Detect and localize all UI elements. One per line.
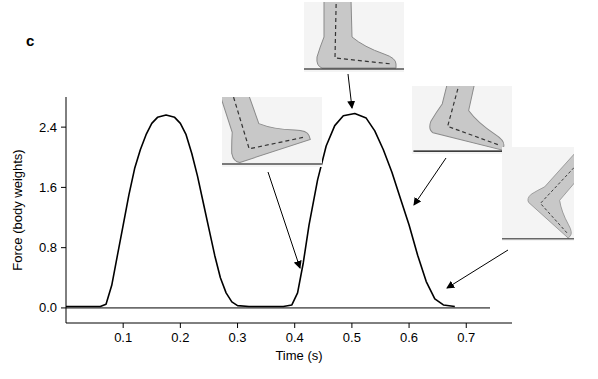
- foot-illustration: [304, 2, 404, 72]
- x-tick: [237, 323, 238, 328]
- panel-label: c: [26, 32, 34, 49]
- x-tick: [123, 323, 124, 328]
- y-tick-label: 2.4: [39, 120, 57, 135]
- foot-illustration: [502, 147, 574, 241]
- x-tick-label: 0.7: [457, 330, 475, 345]
- foot-shape: [222, 97, 310, 164]
- y-axis-label: Force (body weights): [10, 149, 25, 270]
- y-tick: [61, 187, 66, 188]
- arrow: [447, 250, 508, 288]
- foot-shape: [526, 147, 574, 238]
- zero-line: [66, 307, 490, 308]
- foot-axis: [222, 97, 305, 155]
- foot-shape: [317, 2, 396, 68]
- x-axis: [66, 323, 512, 324]
- x-tick: [409, 323, 410, 328]
- ground-line: [502, 238, 574, 239]
- arrow: [348, 74, 352, 108]
- x-tick-label: 0.2: [171, 330, 189, 345]
- arrow: [268, 172, 300, 268]
- x-tick-label: 0.5: [343, 330, 361, 345]
- x-tick: [466, 323, 467, 328]
- foot-axis: [538, 152, 574, 234]
- foot-illustration: [222, 97, 322, 167]
- x-tick-label: 0.1: [114, 330, 132, 345]
- y-tick-label: 0.8: [39, 240, 57, 255]
- x-axis-label: Time (s): [275, 348, 322, 363]
- x-tick-label: 0.4: [286, 330, 304, 345]
- x-tick-label: 0.3: [228, 330, 246, 345]
- ground-line: [304, 68, 404, 69]
- y-tick-label: 0.0: [39, 300, 57, 315]
- foot-axis: [335, 2, 392, 64]
- y-tick-label: 1.6: [39, 180, 57, 195]
- x-tick: [180, 323, 181, 328]
- x-tick: [294, 323, 295, 328]
- x-tick: [351, 323, 352, 328]
- chart: c 0.0 0.8 1.6 2.4 0.1 0.2 0.3 0.4 0.5 0.6 0.7 Time (…: [0, 0, 598, 379]
- y-tick: [61, 247, 66, 248]
- foot-axis: [446, 86, 512, 145]
- foot-shape: [428, 86, 512, 150]
- foot-illustration: [412, 86, 512, 154]
- ground-line: [222, 163, 322, 164]
- y-tick: [61, 307, 66, 308]
- y-axis: [66, 97, 67, 323]
- ground-line: [413, 151, 510, 152]
- x-tick-label: 0.6: [400, 330, 418, 345]
- arrow: [414, 158, 446, 205]
- y-tick: [61, 127, 66, 128]
